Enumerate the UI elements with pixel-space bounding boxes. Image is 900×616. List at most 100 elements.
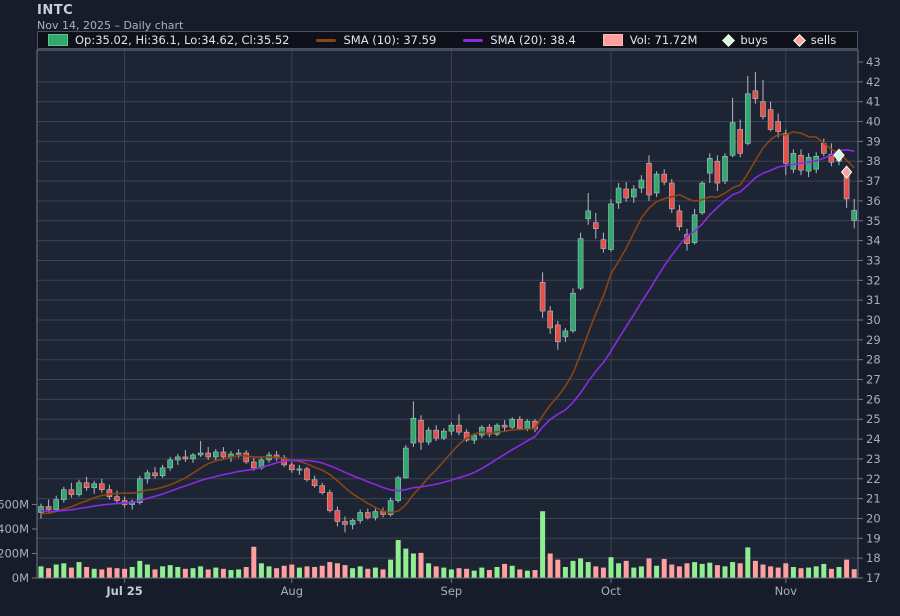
symbol-title: INTC bbox=[37, 3, 74, 18]
volume-bar bbox=[494, 566, 500, 578]
volume-bar bbox=[395, 540, 401, 578]
candle-body bbox=[418, 419, 424, 443]
volume-bar bbox=[228, 570, 234, 578]
volume-bar bbox=[365, 568, 371, 578]
volume-bar bbox=[502, 563, 508, 578]
candle-body bbox=[288, 464, 295, 471]
volume-bar bbox=[456, 568, 462, 578]
candle-body bbox=[114, 496, 120, 501]
candle-body bbox=[722, 155, 728, 182]
candle-body bbox=[729, 122, 736, 156]
volume-bar bbox=[61, 563, 67, 578]
volume-bar bbox=[600, 567, 606, 578]
legend-item-ohlc: Op:35.02, Hi:36.1, Lo:34.62, Cl:35.52 bbox=[48, 33, 289, 47]
volume-bar bbox=[638, 566, 644, 578]
volume-bar bbox=[669, 564, 675, 578]
volume-bar bbox=[547, 553, 553, 578]
sell-diamond-icon bbox=[792, 33, 806, 47]
sma20-line bbox=[40, 149, 855, 513]
price-axis-label: 43 bbox=[866, 55, 881, 69]
price-axis-label: 23 bbox=[866, 452, 881, 466]
volume-bar bbox=[798, 568, 804, 578]
volume-bar bbox=[768, 566, 774, 578]
volume-axis-label: 200M bbox=[0, 547, 29, 561]
volume-bar bbox=[707, 562, 713, 578]
volume-bar bbox=[836, 566, 842, 578]
ohlc-swatch-icon bbox=[48, 34, 68, 46]
volume-bar bbox=[714, 565, 720, 578]
candle-body bbox=[775, 121, 782, 132]
candle-body bbox=[592, 222, 599, 230]
candle-body bbox=[205, 452, 211, 458]
volume-bar bbox=[464, 568, 470, 578]
candle-body bbox=[570, 292, 576, 332]
price-axis-label: 42 bbox=[866, 75, 881, 89]
candle-body bbox=[182, 456, 189, 460]
sma10-line bbox=[40, 131, 855, 515]
candle-body bbox=[342, 521, 348, 525]
volume-bar bbox=[745, 547, 751, 578]
buy-diamond-icon bbox=[722, 33, 736, 47]
candle-body bbox=[608, 203, 614, 250]
price-axis-label: 21 bbox=[866, 492, 881, 506]
candle-body bbox=[83, 482, 90, 489]
price-axis-label: 18 bbox=[866, 551, 881, 565]
volume-bar bbox=[524, 570, 530, 578]
volume-bar bbox=[562, 566, 568, 578]
volume-bar bbox=[585, 562, 591, 578]
volume-swatch-icon bbox=[602, 34, 623, 46]
price-axis-label: 24 bbox=[866, 432, 881, 446]
volume-bar bbox=[540, 511, 546, 578]
candle-body bbox=[76, 482, 82, 495]
candle-body bbox=[851, 210, 858, 221]
candle-body bbox=[615, 187, 622, 204]
volume-bar bbox=[327, 562, 333, 578]
candle-body bbox=[144, 472, 151, 480]
volume-axis-label: 0M bbox=[12, 571, 29, 585]
price-axis-label: 40 bbox=[866, 115, 881, 129]
volume-bar bbox=[737, 563, 743, 578]
candle-body bbox=[304, 468, 310, 481]
volume-bar bbox=[236, 569, 242, 578]
volume-bar bbox=[433, 566, 439, 578]
candle-body bbox=[425, 429, 432, 443]
candle-body bbox=[547, 310, 554, 329]
volume-bar bbox=[441, 567, 447, 578]
legend-item-volume: Vol: 71.72M bbox=[602, 33, 697, 47]
volume-bar bbox=[380, 569, 386, 578]
candle-body bbox=[243, 452, 249, 463]
candle-body bbox=[152, 472, 158, 477]
candle-body bbox=[167, 459, 173, 469]
x-axis-label: Aug bbox=[281, 584, 303, 598]
candle-body bbox=[767, 109, 774, 130]
volume-bar bbox=[53, 564, 59, 578]
x-axis-label: Nov bbox=[775, 584, 798, 598]
price-axis-label: 19 bbox=[866, 531, 881, 545]
candle-body bbox=[99, 483, 105, 490]
candle-body bbox=[60, 489, 67, 500]
volume-bar bbox=[608, 557, 614, 578]
volume-bar bbox=[631, 567, 637, 578]
candle-body bbox=[334, 510, 341, 522]
candle-body bbox=[372, 511, 379, 518]
volume-bar bbox=[106, 567, 112, 578]
candle-body bbox=[706, 157, 713, 174]
candle-body bbox=[577, 238, 584, 289]
candle-body bbox=[509, 418, 516, 428]
volume-bar bbox=[182, 568, 188, 578]
volume-bar bbox=[410, 553, 416, 578]
price-axis-label: 28 bbox=[866, 353, 881, 367]
candle-body bbox=[471, 434, 478, 441]
candle-body bbox=[539, 281, 546, 312]
candle-body bbox=[699, 182, 706, 214]
volume-bar bbox=[296, 567, 302, 578]
volume-bar bbox=[251, 546, 257, 578]
candle-body bbox=[760, 101, 766, 117]
volume-bar bbox=[266, 566, 272, 578]
volume-bar bbox=[806, 567, 812, 578]
candle-body bbox=[220, 451, 227, 458]
volume-bar bbox=[84, 566, 90, 578]
volume-bar bbox=[684, 563, 690, 578]
